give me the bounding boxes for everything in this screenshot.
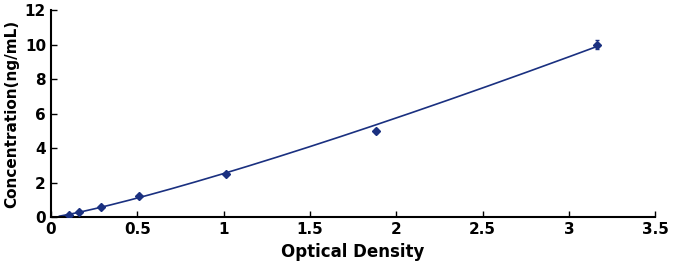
X-axis label: Optical Density: Optical Density [281, 243, 425, 261]
Y-axis label: Concentration(ng/mL): Concentration(ng/mL) [4, 20, 19, 208]
